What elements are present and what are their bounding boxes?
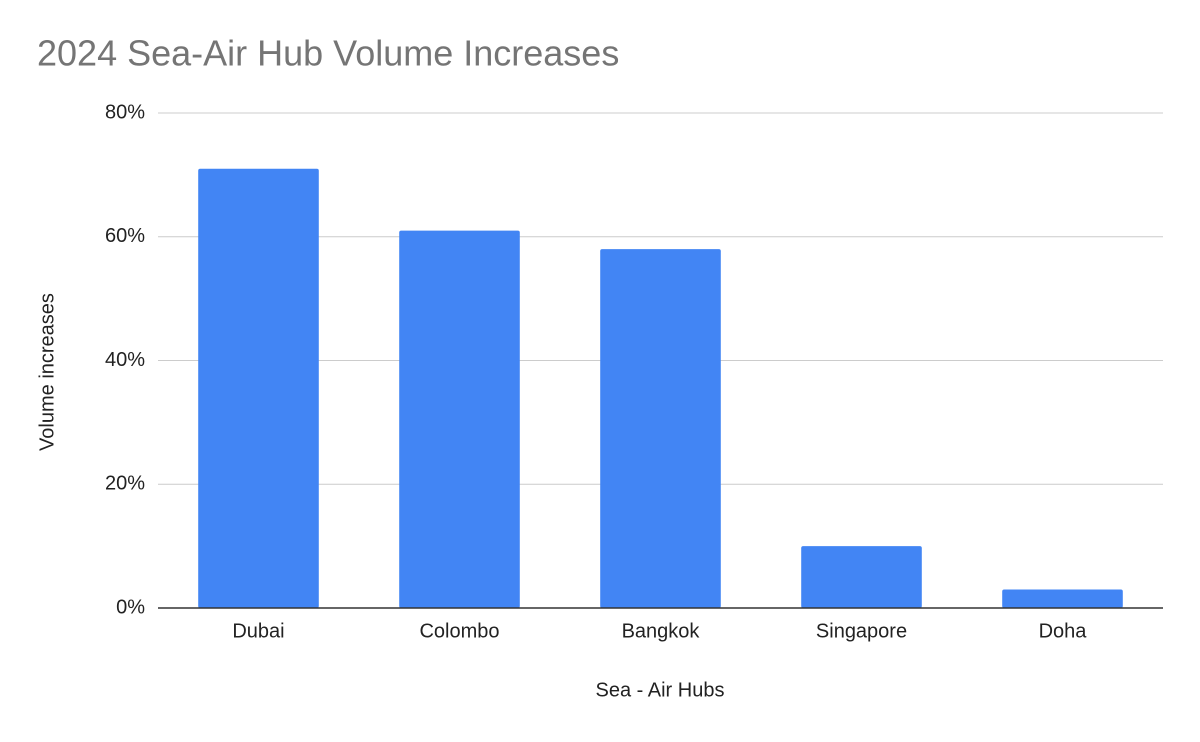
x-axis-label: Sea - Air Hubs — [596, 679, 725, 701]
x-tick-label: Doha — [1039, 620, 1088, 642]
y-tick-label: 60% — [105, 225, 145, 247]
y-tick-label: 0% — [116, 596, 145, 618]
bar — [600, 249, 721, 608]
y-tick-label: 80% — [105, 101, 145, 123]
bar — [198, 168, 319, 608]
y-axis-label: Volume increases — [36, 293, 58, 451]
chart-title: 2024 Sea-Air Hub Volume Increases — [37, 33, 619, 74]
x-tick-label: Bangkok — [622, 620, 701, 642]
y-tick-label: 20% — [105, 473, 145, 495]
x-tick-label: Singapore — [816, 620, 907, 642]
y-tick-label: 40% — [105, 349, 145, 371]
bar — [399, 230, 520, 608]
bar — [801, 546, 922, 608]
bar — [1002, 589, 1123, 608]
x-tick-label: Colombo — [419, 620, 499, 642]
x-tick-label: Dubai — [232, 620, 284, 642]
